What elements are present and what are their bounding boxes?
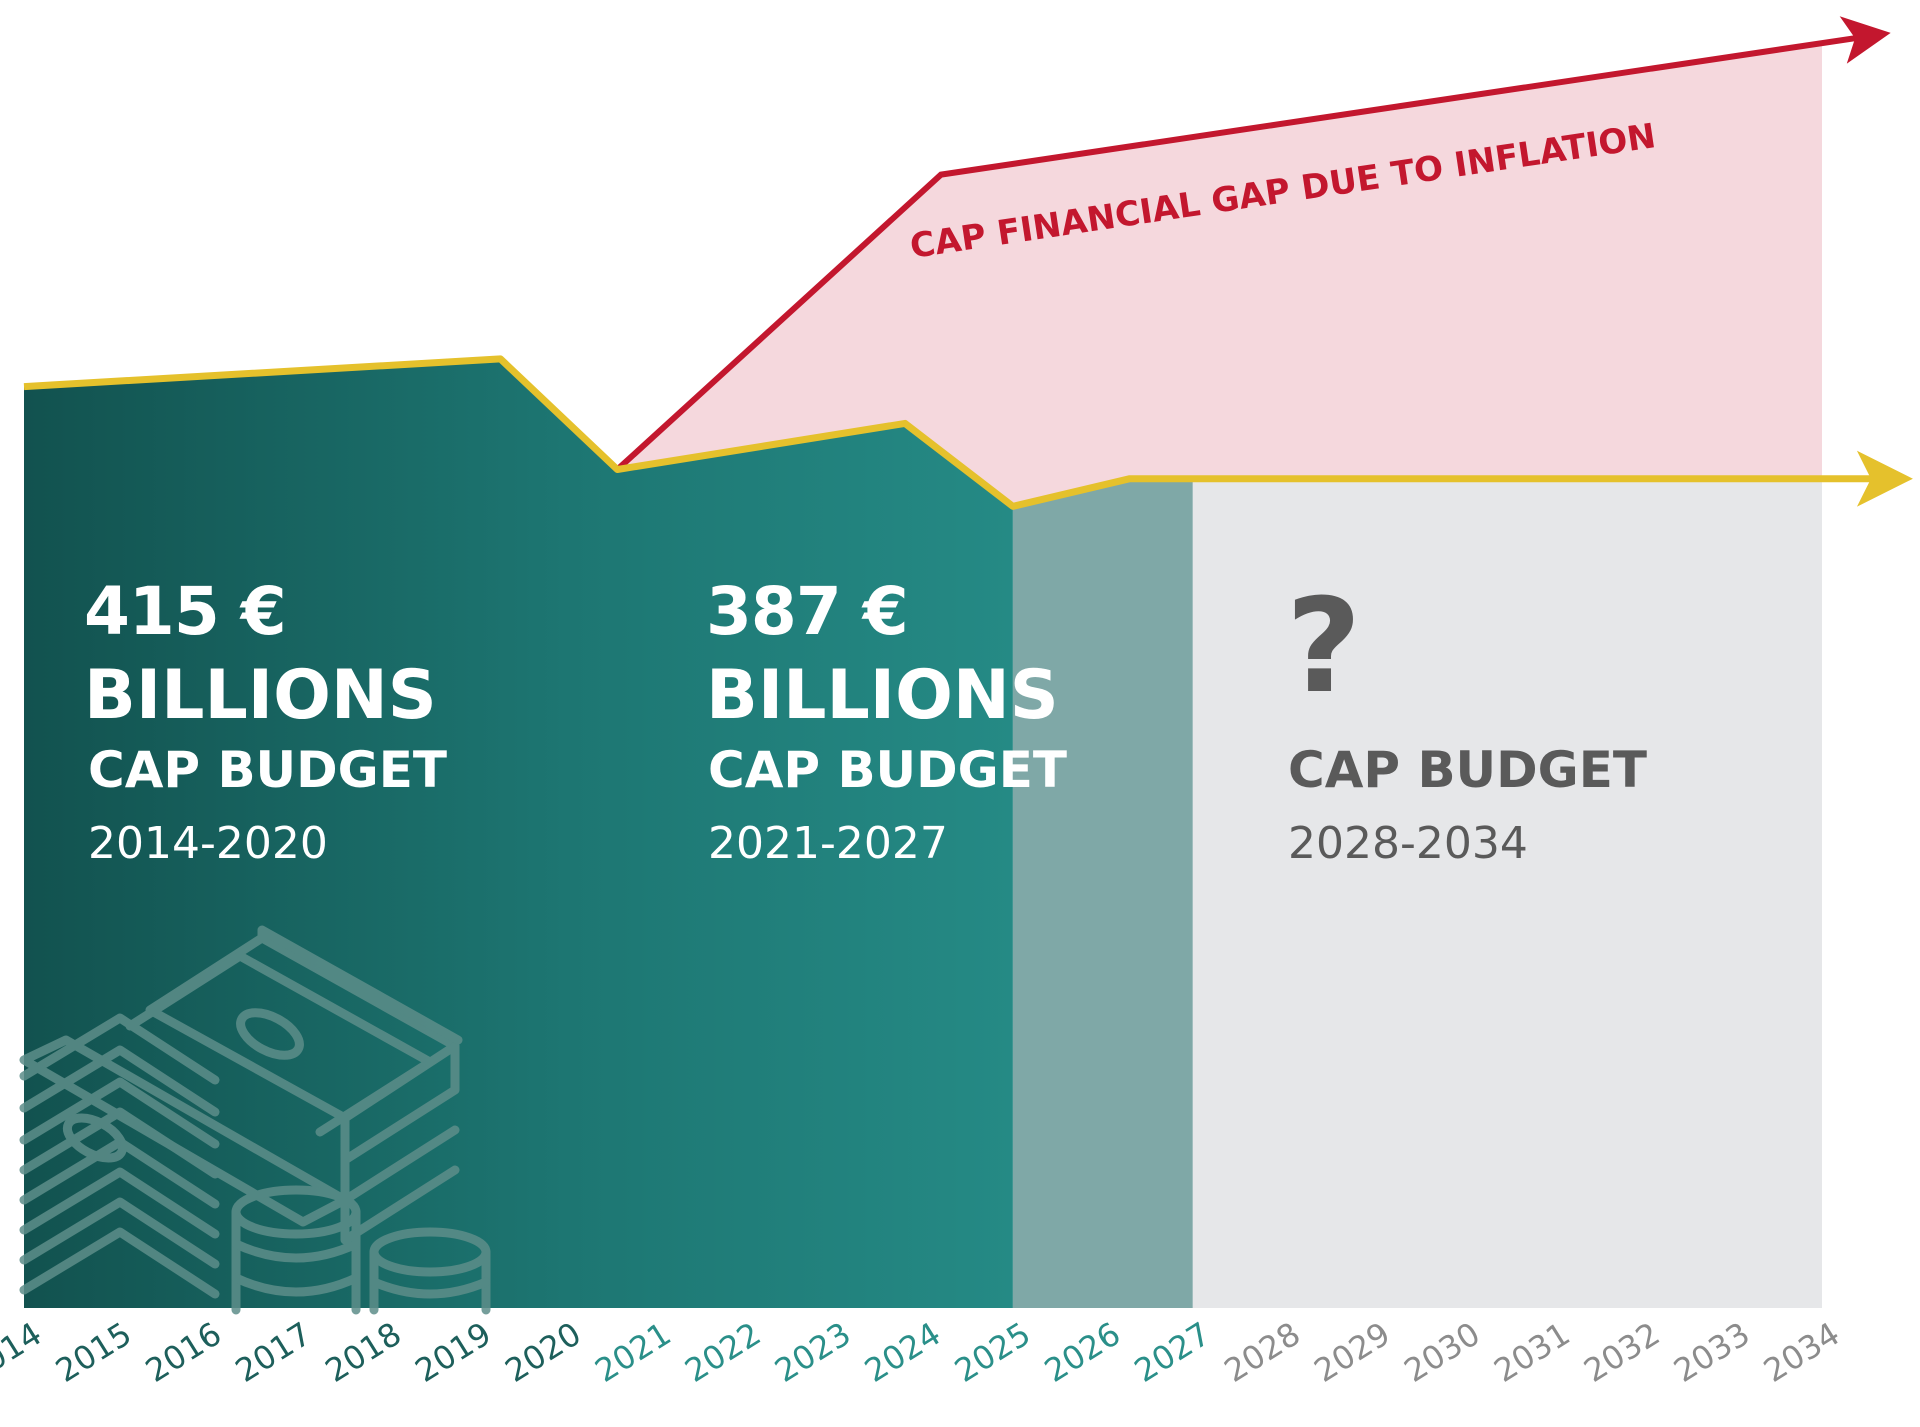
- projected-budget-area-2025-2027: [1012, 478, 1193, 1308]
- budget-years-2014-2020: 2014-2020: [88, 818, 328, 869]
- x-tick-label-2014: 2014: [0, 1315, 48, 1390]
- x-tick-label-2028: 2028: [1218, 1315, 1307, 1390]
- x-tick-label-2033: 2033: [1667, 1315, 1756, 1390]
- budget-years-2021-2027: 2021-2027: [708, 818, 948, 869]
- x-tick-label-2027: 2027: [1128, 1315, 1217, 1390]
- budget-unit-2014-2020: BILLIONS: [84, 656, 437, 735]
- x-tick-label-2030: 2030: [1397, 1315, 1486, 1390]
- x-tick-label-2020: 2020: [498, 1315, 587, 1390]
- x-tick-label-2034: 2034: [1757, 1315, 1846, 1390]
- x-tick-label-2019: 2019: [409, 1315, 498, 1390]
- future-budget-area: [1192, 478, 1822, 1308]
- budget-label-2014-2020: CAP BUDGET: [88, 741, 447, 799]
- x-tick-label-2018: 2018: [319, 1315, 408, 1390]
- budget-label-2021-2027: CAP BUDGET: [708, 741, 1067, 799]
- budget-label-2028-2034: CAP BUDGET: [1288, 741, 1647, 799]
- inflation-line: [615, 16, 1891, 472]
- budget-line: [23, 355, 1913, 510]
- budget-unit-2021-2027: BILLIONS: [706, 656, 1059, 735]
- x-tick-label-2023: 2023: [768, 1315, 857, 1390]
- budget-years-2028-2034: 2028-2034: [1288, 818, 1528, 869]
- money-stack-icon: [19, 925, 491, 1315]
- budget-amount-2014-2020: 415 €: [84, 573, 287, 650]
- x-tick-label-2015: 2015: [49, 1315, 138, 1390]
- x-tick-label-2024: 2024: [858, 1315, 947, 1390]
- x-axis-ticks: 2014 2015 2016 2017 2018 2019 2020 2021 2022 2023…: [0, 1315, 1846, 1390]
- budget-amount-2021-2027: 387 €: [706, 573, 909, 650]
- inflation-gap-area: [617, 36, 1867, 507]
- unknown-budget-question-mark: ?: [1286, 570, 1362, 722]
- x-tick-label-2026: 2026: [1038, 1315, 1127, 1390]
- x-tick-label-2031: 2031: [1487, 1315, 1576, 1390]
- x-tick-label-2021: 2021: [588, 1315, 677, 1390]
- x-tick-label-2022: 2022: [678, 1315, 767, 1390]
- budget-area-2014-2025: [24, 358, 1013, 1308]
- x-tick-label-2032: 2032: [1577, 1315, 1666, 1390]
- x-tick-label-2017: 2017: [229, 1315, 318, 1390]
- x-tick-label-2029: 2029: [1308, 1315, 1397, 1390]
- x-tick-label-2016: 2016: [139, 1315, 228, 1390]
- x-tick-label-2025: 2025: [948, 1315, 1037, 1390]
